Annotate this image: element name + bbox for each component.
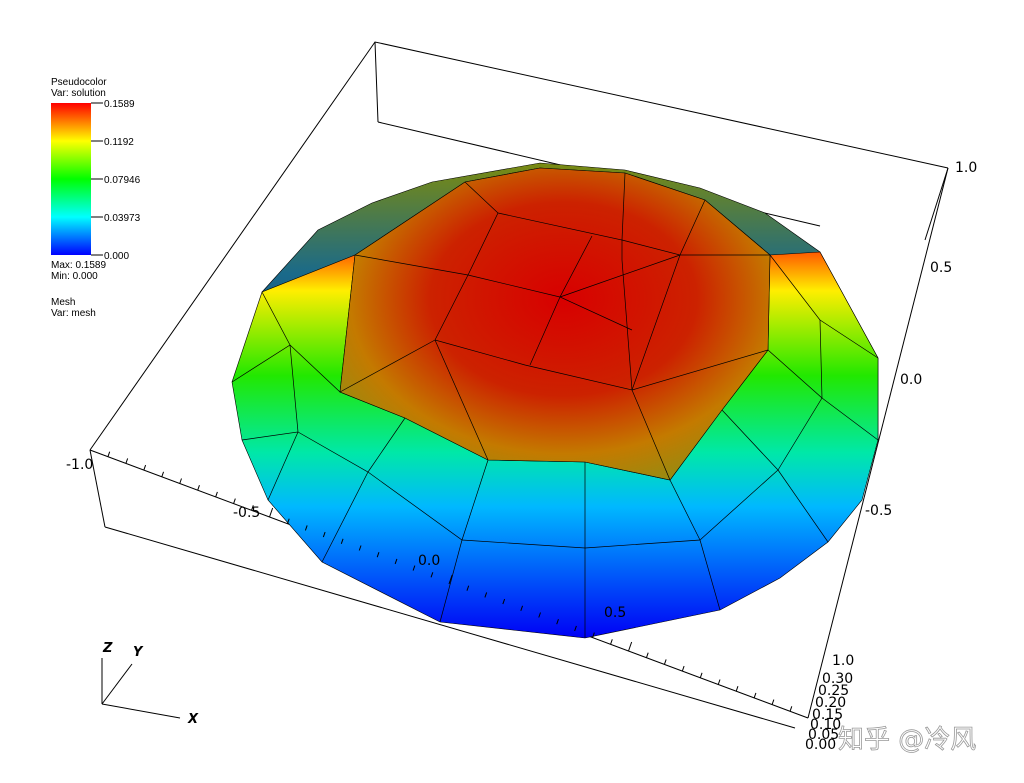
legend-mesh-var: Var: mesh: [51, 308, 96, 319]
x-axis-tick: [143, 464, 147, 471]
legend-var-label: Var: solution: [51, 88, 106, 99]
y-tick-label-1: -0.5: [865, 503, 892, 519]
legend-max: Max: 0.1589: [51, 260, 106, 271]
z-tick-label-3: 0.20: [815, 695, 846, 711]
legend-tick-3: 0.03973: [104, 213, 141, 224]
x-axis-tick: [466, 585, 470, 591]
mesh-lines: [231, 172, 879, 638]
x-axis-tick: [574, 625, 577, 632]
triad-z-label: Z: [102, 641, 113, 656]
dome-surface: [231, 162, 879, 639]
z-tick-label-4: 0.15: [812, 707, 843, 723]
legend-tick-2: 0.07946: [104, 175, 141, 186]
x-axis-tick: [538, 612, 541, 618]
x-axis-tick: [376, 552, 380, 558]
x-axis-tick: [789, 706, 793, 712]
x-axis-tick: [304, 525, 308, 531]
x-axis-tick: [215, 491, 218, 498]
tick-labels: -0.5 0.0 0.5 -1.0 -0.5 0.0 0.5 1.0 1.0 0…: [66, 160, 977, 753]
x-axis-tick: [322, 531, 326, 538]
x-axis-tick: [448, 574, 453, 585]
z-tick-label-7: 0.00: [805, 737, 836, 753]
legend-tick-4: 0.000: [104, 251, 129, 262]
x-axis-tick: [430, 572, 434, 578]
z-tick-label-6: 0.05: [808, 727, 839, 743]
z-tick-label-0: 1.0: [832, 653, 854, 669]
legend-tick-1: 0.1192: [104, 137, 134, 148]
x-axis-tick: [484, 592, 488, 598]
x-axis-tick: [107, 451, 111, 457]
legend-min: Min: 0.000: [51, 271, 98, 282]
x-tick-label-0: -0.5: [233, 505, 260, 521]
x-axis-tick: [269, 507, 274, 518]
x-axis-tick: [502, 598, 506, 605]
x-axis-tick: [412, 565, 416, 571]
x-axis-tick: [753, 692, 757, 699]
x-axis-tick: [645, 652, 649, 658]
legend-plot-type: Pseudocolor: [51, 77, 107, 88]
y-tick-label-2: 0.0: [900, 372, 922, 388]
x-tick-label-2: 0.5: [604, 605, 626, 621]
x-axis-tick: [771, 699, 775, 705]
x-axis-tick: [556, 619, 559, 625]
x-axis-tick: [520, 605, 524, 611]
axis-triad: Z Y X: [101, 641, 199, 727]
x-axis-tick: [233, 498, 236, 504]
watermark-text: 知乎 @冷风: [838, 725, 976, 755]
x-axis-tick: [125, 458, 129, 464]
x-axis-tick: [340, 538, 344, 544]
x-axis-tick: [179, 478, 182, 484]
triad-y-label: Y: [133, 645, 144, 660]
x-axis-tick: [663, 659, 667, 665]
x-axis-tick: [358, 545, 362, 551]
color-bar: [51, 103, 91, 255]
legend-mesh-title: Mesh: [51, 297, 75, 308]
x-axis-tick: [699, 672, 703, 678]
y-tick-label-4: 1.0: [955, 160, 977, 176]
legend-tick-0: 0.1589: [104, 99, 135, 110]
x-axis-tick: [394, 558, 398, 565]
x-axis-tick: [681, 665, 685, 672]
x-axis-tick: [161, 471, 165, 477]
z-tick-label-2: 0.25: [818, 683, 849, 699]
x-axis-tick: [286, 518, 290, 524]
x-axis-tick: [735, 686, 739, 692]
y-tick-label-3: 0.5: [930, 260, 952, 276]
x-axis-tick: [628, 641, 633, 652]
z-tick-label-5: 0.10: [810, 717, 841, 733]
z-tick-label-1: 0.30: [822, 671, 853, 687]
x-tick-label-1: 0.0: [418, 553, 440, 569]
x-axis-tick: [197, 485, 200, 491]
x-axis-tick: [610, 639, 613, 645]
x-axis-tick: [592, 632, 595, 638]
x-axis-ticks: [107, 451, 793, 712]
x-axis-tick: [717, 679, 721, 685]
triad-x-label: X: [187, 712, 199, 727]
dome-top-cap: [339, 167, 771, 481]
y-tick-label-0: -1.0: [66, 457, 93, 473]
color-legend: Pseudocolor Var: solution 0.1589 0.1192 …: [51, 77, 141, 319]
x-axis-tick: [251, 505, 254, 511]
